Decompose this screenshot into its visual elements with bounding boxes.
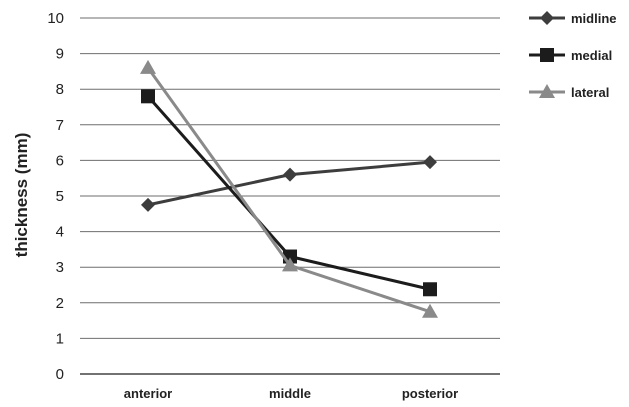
data-point xyxy=(283,167,297,182)
x-category-label: posterior xyxy=(402,386,458,401)
y-axis-title: thickness (mm) xyxy=(12,133,31,258)
data-point xyxy=(140,59,156,74)
data-point xyxy=(423,282,437,297)
y-tick-label: 3 xyxy=(56,259,64,276)
y-tick-label: 8 xyxy=(56,81,64,98)
y-tick-label: 6 xyxy=(56,152,64,169)
series-line xyxy=(146,66,431,314)
y-tick-label: 5 xyxy=(56,188,64,205)
y-tick-label: 9 xyxy=(56,46,64,63)
y-tick-label: 10 xyxy=(47,10,64,27)
gridlines xyxy=(80,17,500,375)
data-point xyxy=(422,303,438,318)
y-tick-labels: 0 1 2 3 4 5 6 7 8 9 10 xyxy=(47,10,64,383)
x-category-label: middle xyxy=(269,386,311,401)
legend-label: lateral xyxy=(571,85,609,100)
data-point xyxy=(141,89,155,104)
data-point xyxy=(540,11,554,25)
y-tick-label: 4 xyxy=(56,224,64,241)
series-lateral xyxy=(140,59,438,318)
series-medial xyxy=(141,89,437,297)
data-point xyxy=(539,84,555,98)
y-tick-label: 1 xyxy=(56,330,64,347)
legend-label: medial xyxy=(571,48,612,63)
legend: midline medial lateral xyxy=(529,11,617,100)
series-line xyxy=(147,160,431,207)
legend-label: midline xyxy=(571,11,617,26)
data-point xyxy=(540,48,554,62)
data-point xyxy=(141,197,155,212)
data-point xyxy=(423,155,437,170)
y-tick-label: 7 xyxy=(56,117,64,134)
series-midline xyxy=(141,155,437,212)
data-point xyxy=(282,257,298,272)
y-tick-label: 0 xyxy=(56,366,64,383)
x-category-labels: anterior middle posterior xyxy=(124,386,458,401)
legend-item-midline: midline xyxy=(529,11,617,26)
legend-item-medial: medial xyxy=(529,48,612,63)
legend-item-lateral: lateral xyxy=(529,84,609,100)
y-tick-label: 2 xyxy=(56,295,64,312)
series-group xyxy=(140,59,438,318)
x-category-label: anterior xyxy=(124,386,172,401)
